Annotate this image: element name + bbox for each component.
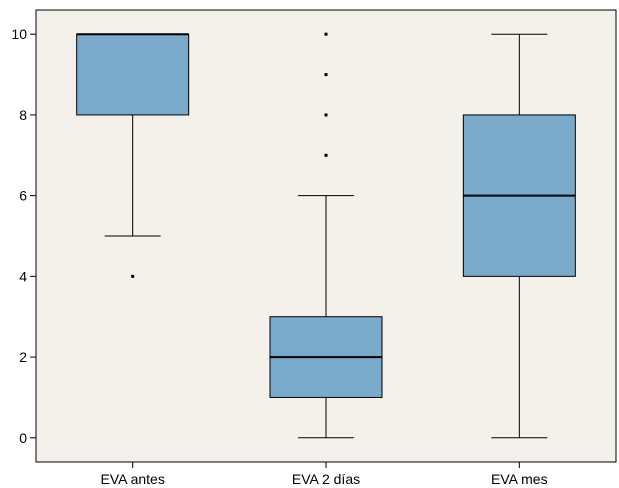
box-group bbox=[462, 33, 576, 439]
outlier-point bbox=[324, 73, 328, 77]
outlier-point bbox=[131, 274, 135, 278]
box-group bbox=[269, 32, 383, 439]
outlier-point bbox=[324, 32, 328, 36]
x-category-label: EVA antes bbox=[100, 471, 164, 487]
x-category-label: EVA 2 días bbox=[292, 471, 360, 487]
y-tick-label: 4 bbox=[19, 268, 27, 284]
x-axis: EVA antes EVA 2 días EVA mes bbox=[100, 462, 548, 487]
y-tick-label: 6 bbox=[19, 188, 27, 204]
outlier-point bbox=[324, 153, 328, 157]
y-tick-label: 2 bbox=[19, 349, 27, 365]
outlier-point bbox=[324, 113, 328, 117]
box bbox=[76, 33, 190, 116]
y-tick-label: 10 bbox=[11, 26, 27, 42]
boxes bbox=[76, 32, 576, 439]
box-group bbox=[76, 33, 190, 278]
y-tick-label: 8 bbox=[19, 107, 27, 123]
x-category-label: EVA mes bbox=[491, 471, 548, 487]
y-tick-label: 0 bbox=[19, 430, 27, 446]
y-axis: 0 2 4 6 8 10 bbox=[11, 26, 36, 446]
